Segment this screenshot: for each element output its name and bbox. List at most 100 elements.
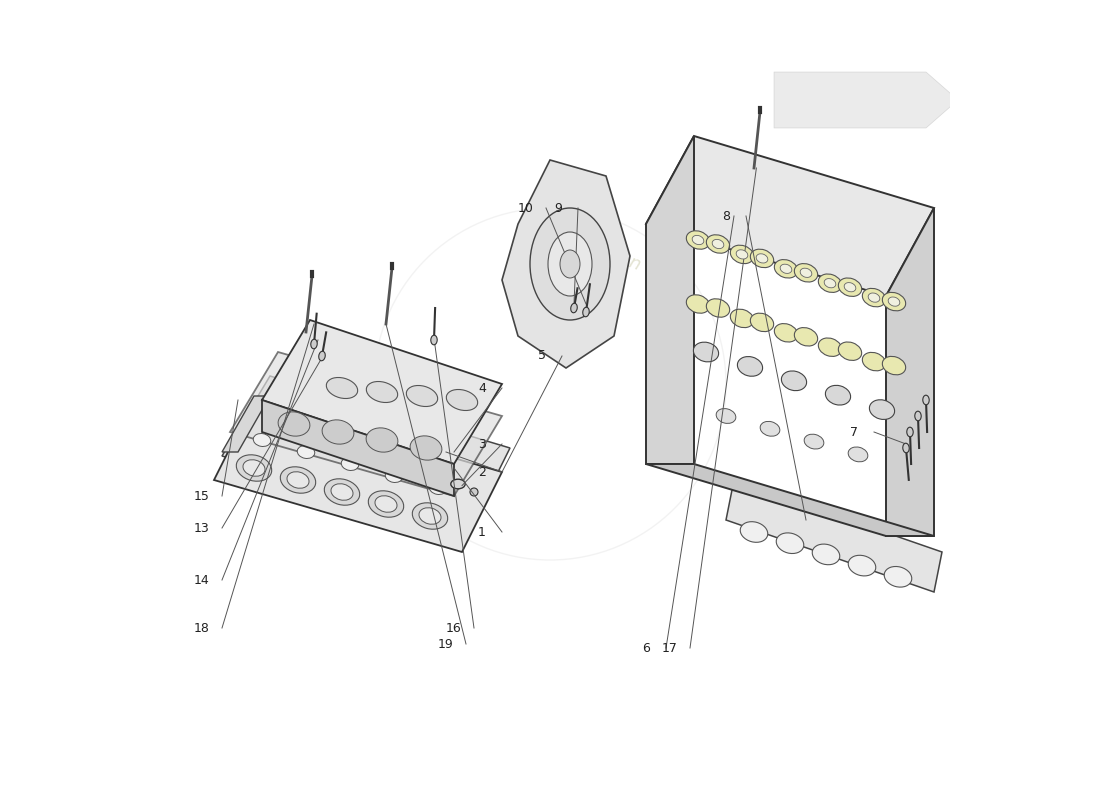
Polygon shape <box>262 320 502 464</box>
Ellipse shape <box>824 278 836 288</box>
Ellipse shape <box>756 254 768 263</box>
Ellipse shape <box>278 412 310 436</box>
Text: 13: 13 <box>194 522 210 534</box>
Ellipse shape <box>548 232 592 296</box>
Ellipse shape <box>774 323 798 342</box>
Ellipse shape <box>923 395 930 405</box>
Ellipse shape <box>777 533 804 554</box>
Polygon shape <box>230 352 502 496</box>
Ellipse shape <box>368 490 404 518</box>
Ellipse shape <box>838 342 861 361</box>
Ellipse shape <box>287 472 309 488</box>
Ellipse shape <box>571 303 578 313</box>
Polygon shape <box>222 396 270 452</box>
Ellipse shape <box>419 508 441 524</box>
Ellipse shape <box>319 351 326 361</box>
Ellipse shape <box>906 427 913 437</box>
Ellipse shape <box>470 488 478 496</box>
Text: 10: 10 <box>518 202 534 214</box>
FancyArrow shape <box>774 72 958 128</box>
Ellipse shape <box>385 470 403 482</box>
Ellipse shape <box>341 458 359 470</box>
Text: 2: 2 <box>478 466 486 478</box>
Ellipse shape <box>331 484 353 500</box>
Ellipse shape <box>804 434 824 449</box>
Ellipse shape <box>794 327 817 346</box>
Ellipse shape <box>530 208 610 320</box>
Ellipse shape <box>888 297 900 306</box>
Text: 3: 3 <box>478 438 486 450</box>
Ellipse shape <box>736 250 748 259</box>
Polygon shape <box>262 400 454 496</box>
Ellipse shape <box>366 382 398 402</box>
Text: 17: 17 <box>662 642 678 654</box>
Text: 18: 18 <box>194 622 210 634</box>
Ellipse shape <box>410 436 442 460</box>
Ellipse shape <box>243 460 265 476</box>
Ellipse shape <box>253 434 271 446</box>
Ellipse shape <box>800 268 812 278</box>
Ellipse shape <box>429 482 447 494</box>
Ellipse shape <box>882 356 905 375</box>
Ellipse shape <box>844 282 856 292</box>
Ellipse shape <box>862 288 886 307</box>
Ellipse shape <box>774 259 798 278</box>
Ellipse shape <box>838 278 861 297</box>
Ellipse shape <box>868 293 880 302</box>
Ellipse shape <box>322 420 354 444</box>
Text: 19: 19 <box>438 638 454 650</box>
Ellipse shape <box>760 422 780 436</box>
Ellipse shape <box>560 250 580 278</box>
Ellipse shape <box>693 342 718 362</box>
Ellipse shape <box>375 496 397 512</box>
Ellipse shape <box>750 249 773 268</box>
Text: 9: 9 <box>554 202 562 214</box>
Ellipse shape <box>825 386 850 405</box>
Ellipse shape <box>915 411 921 421</box>
Ellipse shape <box>780 264 792 274</box>
Ellipse shape <box>882 292 905 311</box>
Ellipse shape <box>706 298 729 318</box>
Ellipse shape <box>236 454 272 482</box>
Ellipse shape <box>730 245 754 264</box>
Polygon shape <box>886 208 934 536</box>
Polygon shape <box>646 136 694 464</box>
Ellipse shape <box>280 466 316 494</box>
Ellipse shape <box>297 446 315 458</box>
Text: 8: 8 <box>722 210 730 222</box>
Polygon shape <box>214 400 502 552</box>
Ellipse shape <box>686 230 710 250</box>
Ellipse shape <box>730 309 754 328</box>
Ellipse shape <box>818 338 842 357</box>
Ellipse shape <box>311 339 317 349</box>
Ellipse shape <box>716 409 736 423</box>
Ellipse shape <box>451 479 465 489</box>
Text: 15: 15 <box>194 490 210 502</box>
Ellipse shape <box>706 234 729 254</box>
Ellipse shape <box>327 378 358 398</box>
Ellipse shape <box>324 478 360 506</box>
Ellipse shape <box>750 313 773 332</box>
Text: 1: 1 <box>478 526 486 538</box>
Polygon shape <box>646 136 934 296</box>
Text: Lamborghini: Lamborghini <box>379 414 481 482</box>
Ellipse shape <box>712 239 724 249</box>
Ellipse shape <box>431 335 437 345</box>
Ellipse shape <box>862 352 886 371</box>
Text: 16: 16 <box>447 622 462 634</box>
Text: a passion for: a passion for <box>557 228 671 284</box>
Ellipse shape <box>583 307 590 317</box>
Ellipse shape <box>812 544 839 565</box>
Polygon shape <box>222 376 510 528</box>
Ellipse shape <box>366 428 398 452</box>
Polygon shape <box>502 160 630 368</box>
Ellipse shape <box>447 390 477 410</box>
Text: 5: 5 <box>538 350 546 362</box>
Ellipse shape <box>412 502 448 530</box>
Text: 4: 4 <box>478 382 486 394</box>
Ellipse shape <box>737 357 762 376</box>
Ellipse shape <box>848 447 868 462</box>
Text: 14: 14 <box>194 574 210 586</box>
Polygon shape <box>726 480 942 592</box>
Text: 7: 7 <box>850 426 858 438</box>
